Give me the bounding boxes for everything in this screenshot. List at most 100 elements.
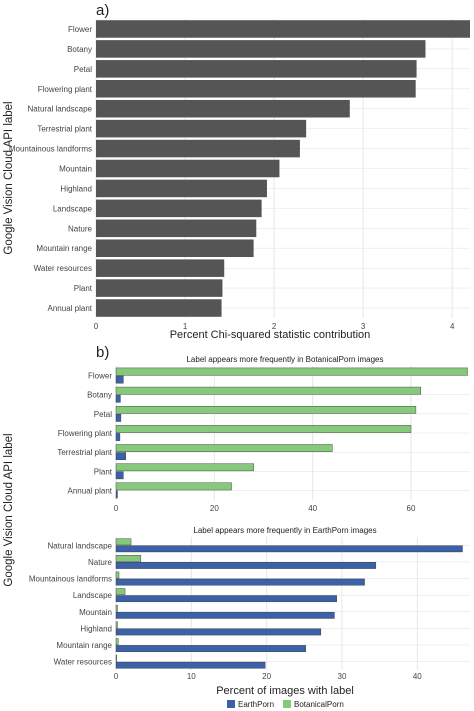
y-tick-label-b2-natural-landscape: Natural landscape [48, 541, 113, 550]
bar-a-flower [96, 20, 470, 38]
legend-label-earthporn: EarthPorn [238, 700, 274, 709]
bar-a-mountainous-landforms [96, 139, 300, 158]
y-tick-label-b1-terrestrial-plant: Terrestrial plant [57, 448, 112, 457]
bar-earthporn-b1-terrestrial-plant [115, 452, 127, 461]
x-tick-label-b2-0: 0 [114, 672, 119, 681]
panel-b-label: b) [96, 344, 109, 361]
y-tick-label-b2-highland: Highland [80, 624, 112, 633]
y-tick-label-a-mountain: Mountain [59, 165, 92, 174]
x-tick-label-a-1: 1 [183, 322, 188, 331]
y-tick-label-a-nature: Nature [68, 224, 93, 233]
bar-botanicalporn-b2-mountainous-landforms [115, 571, 120, 579]
bar-a-terrestrial-plant [96, 119, 307, 138]
x-tick-label-b2-40: 40 [413, 672, 422, 681]
legend-swatch-earthporn [227, 700, 235, 708]
bar-a-petal [96, 60, 417, 78]
bar-earthporn-b1-annual-plant [115, 490, 118, 499]
y-tick-label-a-mountain-range: Mountain range [36, 244, 92, 253]
bar-earthporn-b2-highland [115, 628, 322, 636]
bar-a-nature [96, 219, 257, 238]
bar-earthporn-b1-flower [115, 375, 124, 384]
y-tick-label-b1-botany: Botany [87, 391, 112, 400]
bar-botanicalporn-b2-mountain [115, 604, 118, 612]
y-tick-label-a-petal: Petal [74, 65, 92, 74]
y-tick-label-b2-water-resources: Water resources [54, 658, 112, 667]
y-tick-label-b1-flowering-plant: Flowering plant [58, 429, 113, 438]
y-tick-label-b1-plant: Plant [94, 467, 113, 476]
bar-a-annual-plant [96, 299, 222, 317]
panel-a-xlabel: Percent Chi-squared statistic contributi… [170, 329, 371, 341]
bar-a-highland [96, 179, 267, 198]
bar-earthporn-b1-plant [115, 471, 124, 480]
bar-earthporn-b1-botany [115, 394, 121, 403]
bar-earthporn-b2-mountain-range [115, 645, 307, 652]
bar-earthporn-b2-landscape [115, 595, 337, 603]
x-tick-label-a-3: 3 [361, 322, 366, 331]
panel-a-label: a) [96, 2, 109, 19]
x-tick-label-b1-40: 40 [308, 504, 317, 513]
y-tick-label-a-annual-plant: Annual plant [48, 304, 93, 313]
bar-botanicalporn-b1-annual-plant [115, 482, 232, 491]
legend-label-botanicalporn: BotanicalPorn [294, 700, 344, 709]
y-tick-label-b2-nature: Nature [88, 558, 113, 567]
bar-a-plant [96, 279, 223, 297]
y-tick-label-a-terrestrial-plant: Terrestrial plant [37, 125, 92, 134]
panel-b-ylabel: Google Vision Cloud API label [3, 433, 15, 586]
y-tick-label-a-mountainous-landforms: Mountainous landforms [9, 145, 92, 154]
bar-earthporn-b1-flowering-plant [115, 433, 121, 441]
y-tick-label-a-flowering-plant: Flowering plant [38, 85, 93, 94]
bar-a-natural-landscape [96, 99, 350, 118]
x-tick-label-b1-0: 0 [114, 504, 119, 513]
bar-a-landscape [96, 199, 262, 218]
bar-botanicalporn-b2-landscape [115, 588, 126, 596]
y-tick-label-b2-landscape: Landscape [73, 591, 113, 600]
bar-earthporn-b2-mountainous-landforms [115, 578, 365, 586]
y-tick-label-b2-mountainous-landforms: Mountainous landforms [29, 575, 112, 584]
bar-a-mountain [96, 159, 280, 178]
y-tick-label-b1-petal: Petal [94, 410, 112, 419]
bar-botanicalporn-b1-plant [115, 463, 254, 472]
panel-b1-title: Label appears more frequently in Botanic… [186, 355, 383, 364]
bar-earthporn-b2-water-resources [115, 661, 266, 669]
bar-a-mountain-range [96, 239, 254, 258]
x-tick-label-a-4: 4 [450, 322, 455, 331]
y-tick-label-b2-mountain-range: Mountain range [56, 641, 112, 650]
panel-a-ylabel: Google Vision Cloud API label [3, 101, 15, 254]
bar-layer [96, 20, 470, 669]
y-tick-label-b1-flower: Flower [88, 372, 112, 381]
y-tick-label-a-landscape: Landscape [53, 204, 93, 213]
bar-earthporn-b1-petal [115, 414, 122, 422]
panel-b2-title: Label appears more frequently in EarthPo… [193, 526, 376, 535]
bar-botanicalporn-b2-mountain-range [115, 638, 119, 645]
x-tick-label-b1-60: 60 [407, 504, 416, 513]
y-tick-label-b1-annual-plant: Annual plant [68, 486, 113, 495]
bar-botanicalporn-b2-nature [115, 555, 142, 562]
x-tick-label-b2-10: 10 [187, 672, 196, 681]
x-tick-label-b2-30: 30 [338, 672, 347, 681]
legend-swatch-botanicalporn [283, 700, 291, 708]
bar-botanicalporn-b2-highland [115, 621, 118, 629]
x-tick-label-a-0: 0 [94, 322, 99, 331]
bar-a-botany [96, 40, 426, 58]
y-tick-label-a-flower: Flower [68, 25, 92, 34]
text-layer: a) b) Google Vision Cloud API label Goog… [3, 2, 455, 709]
bar-botanicalporn-b1-flower [115, 367, 468, 376]
bar-earthporn-b2-natural-landscape [115, 545, 463, 553]
bar-botanicalporn-b2-water-resources [115, 654, 117, 662]
y-tick-label-a-plant: Plant [74, 284, 93, 293]
y-tick-label-a-botany: Botany [67, 45, 92, 54]
bar-a-water-resources [96, 259, 225, 277]
bar-botanicalporn-b2-natural-landscape [115, 538, 132, 546]
x-tick-label-b1-20: 20 [210, 504, 219, 513]
bar-botanicalporn-b1-botany [115, 386, 422, 395]
bar-earthporn-b2-nature [115, 562, 377, 569]
y-tick-label-a-water-resources: Water resources [34, 264, 92, 273]
panel-b-xlabel: Percent of images with label [216, 685, 354, 697]
bar-a-flowering-plant [96, 79, 416, 98]
y-tick-label-a-natural-landscape: Natural landscape [28, 105, 93, 114]
bar-botanicalporn-b1-flowering-plant [115, 425, 412, 433]
bar-botanicalporn-b1-petal [115, 406, 417, 414]
bar-earthporn-b2-mountain [115, 611, 335, 619]
y-tick-label-b2-mountain: Mountain [79, 608, 112, 617]
